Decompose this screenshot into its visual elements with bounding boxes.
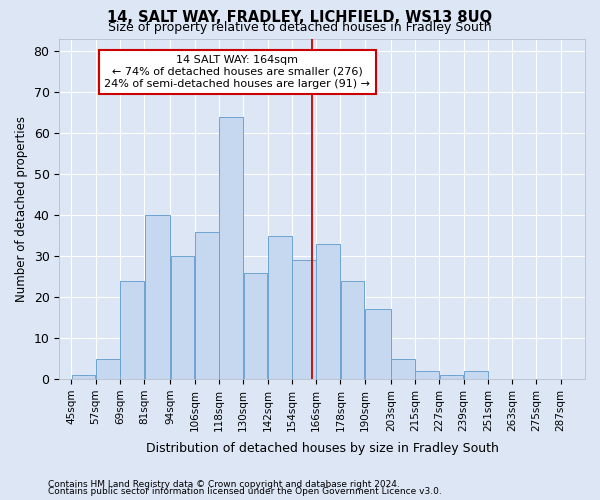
Bar (244, 272, 267, 379)
Bar (120, 280, 144, 379)
Bar (268, 236, 292, 379)
Bar (415, 371, 439, 379)
Text: 14 SALT WAY: 164sqm
← 74% of detached houses are smaller (276)
24% of semi-detac: 14 SALT WAY: 164sqm ← 74% of detached ho… (104, 56, 370, 88)
Bar (391, 358, 415, 379)
Text: Size of property relative to detached houses in Fradley South: Size of property relative to detached ho… (108, 21, 492, 34)
Bar (464, 371, 488, 379)
Bar (145, 215, 170, 379)
Bar (72, 375, 95, 379)
Bar (292, 260, 316, 379)
Bar (195, 232, 219, 379)
Text: Contains public sector information licensed under the Open Government Licence v3: Contains public sector information licen… (48, 487, 442, 496)
Bar (316, 244, 340, 379)
X-axis label: Distribution of detached houses by size in Fradley South: Distribution of detached houses by size … (146, 442, 499, 455)
Text: 14, SALT WAY, FRADLEY, LICHFIELD, WS13 8UQ: 14, SALT WAY, FRADLEY, LICHFIELD, WS13 8… (107, 10, 493, 25)
Bar (171, 256, 194, 379)
Bar (365, 310, 391, 379)
Bar (220, 117, 243, 379)
Bar (96, 358, 119, 379)
Y-axis label: Number of detached properties: Number of detached properties (15, 116, 28, 302)
Bar (440, 375, 463, 379)
Text: Contains HM Land Registry data © Crown copyright and database right 2024.: Contains HM Land Registry data © Crown c… (48, 480, 400, 489)
Bar (341, 280, 364, 379)
